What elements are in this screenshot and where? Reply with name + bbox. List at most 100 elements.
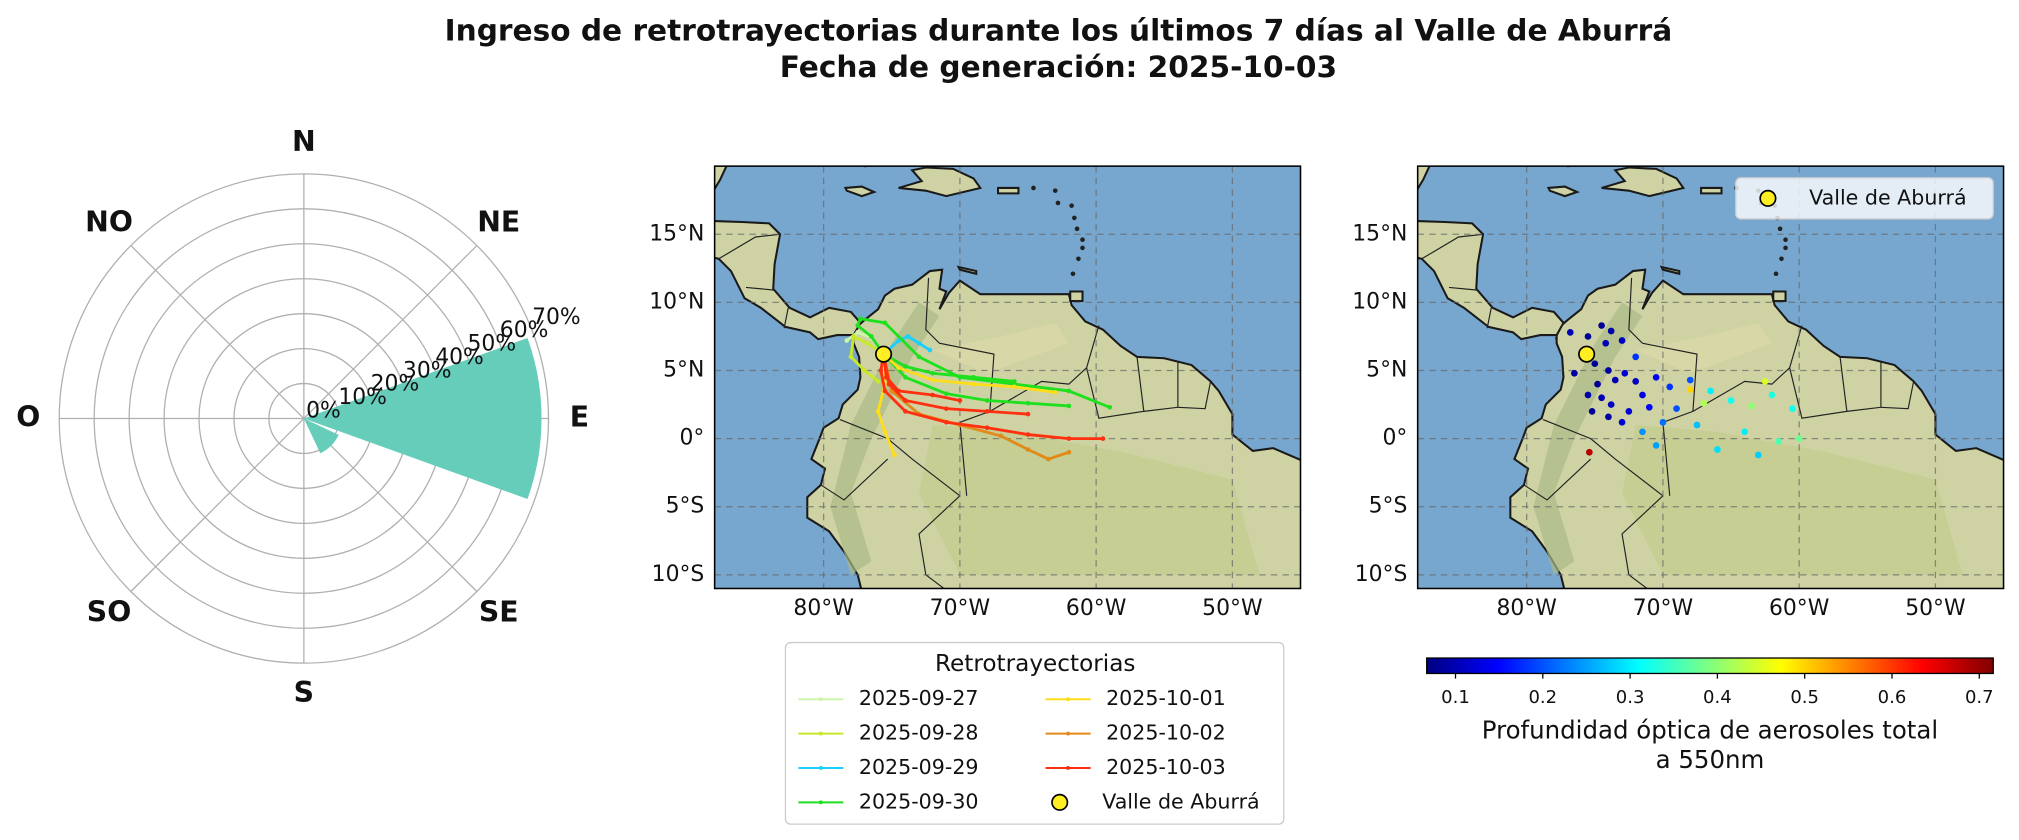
colorbar-tick-label: 0.4 xyxy=(1703,687,1732,708)
land xyxy=(1772,290,1787,303)
trajectory-point xyxy=(930,377,935,383)
trajectory-point xyxy=(844,338,850,343)
llanos xyxy=(1635,322,1772,374)
aod-point xyxy=(1754,451,1762,459)
aod-point xyxy=(1727,397,1735,404)
lowlands xyxy=(1622,424,1963,575)
border xyxy=(1448,286,1478,291)
aod-point xyxy=(1571,369,1578,377)
y-tick-label: 0° xyxy=(1383,426,1408,451)
legend-label: Valle de Aburrá xyxy=(1102,789,1259,813)
aod-point xyxy=(1748,402,1755,410)
legend-label: 2025-09-29 xyxy=(859,755,979,779)
trajectory-point xyxy=(875,379,881,384)
legend-label: 2025-09-28 xyxy=(859,721,979,745)
aod-point xyxy=(1768,391,1776,399)
aod-point xyxy=(1607,401,1615,408)
x-tick-label: 80°W xyxy=(1496,596,1556,621)
trajectory-point xyxy=(930,392,935,398)
trajectory-point xyxy=(851,334,856,339)
island xyxy=(1783,245,1788,251)
legend-swatch-dot xyxy=(818,697,823,702)
trajectory-point xyxy=(943,406,949,411)
y-tick-label: 5°N xyxy=(1366,358,1407,383)
island xyxy=(1773,271,1779,277)
aod-point xyxy=(1605,367,1612,374)
land xyxy=(1566,166,1583,168)
colorbar-tick-label: 0.2 xyxy=(1528,687,1557,708)
trajectory-point xyxy=(1052,389,1058,395)
land xyxy=(1546,185,1580,198)
trajectory-point xyxy=(1066,436,1072,441)
island xyxy=(1783,237,1788,243)
aod-point xyxy=(1605,413,1612,421)
aod-point xyxy=(1652,442,1660,449)
direction-label: S xyxy=(294,676,314,709)
border xyxy=(1086,356,1145,419)
border xyxy=(918,495,961,589)
island xyxy=(1072,215,1077,221)
land xyxy=(956,265,978,276)
trajectory-point xyxy=(896,365,901,371)
aod-point xyxy=(1639,391,1646,399)
trajectory-point xyxy=(1012,384,1017,390)
rose-bar xyxy=(303,338,542,500)
border xyxy=(1421,233,1484,260)
y-tick-label: 5°S xyxy=(1369,494,1408,519)
figure-title: Ingreso de retrotrayectorias durante los… xyxy=(445,14,1673,48)
land xyxy=(997,186,1020,195)
trajectory-point xyxy=(1066,388,1072,394)
aod-point xyxy=(1566,329,1574,336)
y-tick-label: 15°N xyxy=(1352,221,1407,246)
x-tick-label: 60°W xyxy=(1066,596,1126,621)
trajectory-point xyxy=(1100,436,1106,441)
border xyxy=(718,233,781,260)
trajectory-point xyxy=(883,374,889,380)
grid-spoke xyxy=(303,418,478,592)
trajectory-point xyxy=(848,354,854,360)
aod-point xyxy=(1693,421,1701,429)
aod-point xyxy=(1659,418,1667,426)
trajectory-point xyxy=(916,354,922,360)
direction-label: NO xyxy=(85,206,133,239)
aod-point xyxy=(1639,428,1646,436)
border xyxy=(783,307,789,329)
aod-point xyxy=(1594,380,1601,388)
land xyxy=(843,185,877,198)
trajectory-point xyxy=(855,323,861,328)
land xyxy=(1659,265,1681,276)
trajectory xyxy=(882,353,1069,408)
colorbar-tick-label: 0.3 xyxy=(1616,687,1645,708)
island xyxy=(1070,271,1076,277)
trajectory-point xyxy=(858,316,863,322)
trajectory-point xyxy=(882,388,888,394)
legend-label: Valle de Aburrá xyxy=(1809,185,1966,209)
direction-label: N xyxy=(292,125,316,158)
aod-point xyxy=(1795,435,1803,442)
border xyxy=(1692,325,1803,412)
trajectory-point xyxy=(896,388,901,394)
r-tick-label: 50% xyxy=(468,332,517,357)
grid-spoke xyxy=(130,418,305,592)
trajectory-point xyxy=(943,391,949,396)
legend-box xyxy=(784,641,1285,825)
border xyxy=(820,458,889,501)
island xyxy=(1052,188,1058,193)
trajectory-point xyxy=(882,320,888,326)
direction-label: E xyxy=(570,401,589,434)
trajectory-point xyxy=(882,429,888,435)
y-tick-label: 10°N xyxy=(1352,289,1407,314)
y-tick-label: 15°N xyxy=(649,221,704,246)
trajectory xyxy=(882,353,1056,394)
map-frame xyxy=(713,165,1302,590)
aod-point xyxy=(1621,369,1629,377)
trajectory-point xyxy=(998,433,1004,439)
trajectory-point xyxy=(971,374,976,380)
island xyxy=(1080,245,1085,251)
colorbar-tick-label: 0.7 xyxy=(1965,687,1994,708)
r-tick-label: 40% xyxy=(435,345,484,370)
y-tick-label: 10°N xyxy=(649,289,704,314)
legend-swatch-dot xyxy=(818,731,823,736)
trajectory-point xyxy=(1025,400,1031,406)
